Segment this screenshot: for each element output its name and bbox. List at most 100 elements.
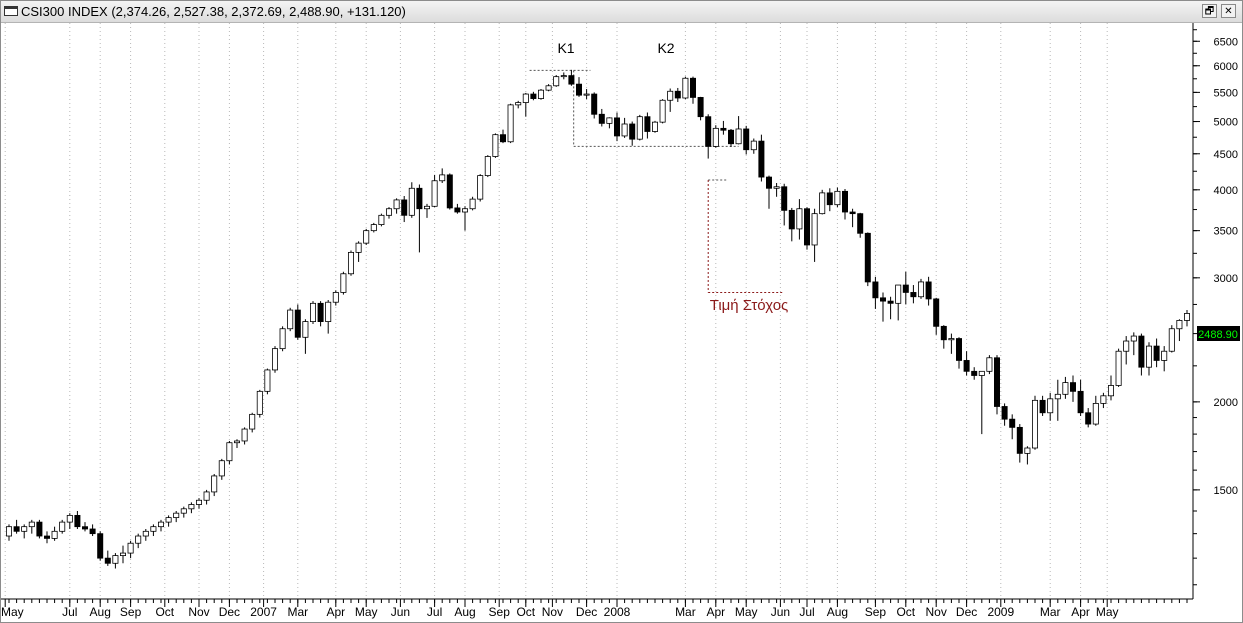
y-tick-label-9: 1500 [1214,485,1238,497]
candle-45 [347,250,354,276]
candle-139 [1062,376,1069,399]
candle-10 [82,522,89,532]
candle-3 [28,519,35,534]
candle-body-105 [804,208,811,246]
candle-body-62 [477,175,484,200]
candle-138 [1054,379,1061,421]
candle-111 [849,208,856,228]
candle-22 [173,510,180,523]
candle-107 [819,189,826,215]
candle-body-9 [74,514,81,528]
candle-144 [1100,392,1107,409]
candle-body-1 [13,526,20,532]
candle-body-141 [1077,390,1084,414]
candle-body-47 [363,230,370,244]
candle-body-34 [264,369,271,392]
candle-100 [766,175,773,209]
candle-68 [522,92,529,117]
x-tick-label-28: Dec [956,605,977,619]
candle-153 [1168,325,1175,353]
candle-37 [287,307,294,332]
candle-body-19 [150,526,157,532]
last-price-label: 2488.90 [1198,329,1238,341]
close-button[interactable]: ✕ [1221,4,1236,18]
candle-body-96 [735,128,742,145]
candle-42 [325,300,332,334]
candle-20 [157,519,164,532]
candle-body-4 [36,521,43,537]
candle-body-43 [332,292,339,303]
candle-body-24 [188,504,195,510]
candle-body-83 [636,116,643,140]
candle-60 [461,206,468,231]
candle-112 [857,212,864,238]
candle-body-6 [51,530,58,539]
last-price-box [1197,326,1240,341]
candle-body-133 [1016,426,1023,454]
candle-18 [142,528,149,541]
x-axis-ticks: May Jul Aug Sep Oct Nov Dec 2007 Mar Apr May Jun Jul… [1,599,1188,619]
candle-body-131 [1001,406,1008,420]
candle-93 [712,125,719,148]
x-tick-label-9: Apr [326,605,345,619]
candle-33 [256,389,263,418]
candle-106 [811,208,818,262]
candle-body-115 [880,297,887,302]
candle-body-26 [203,491,210,501]
candle-143 [1092,395,1099,426]
candle-body-139 [1062,382,1069,395]
candle-118 [902,271,909,305]
candle-body-102 [781,186,788,211]
x-tick-label-16: Nov [542,605,563,619]
x-tick-label-17: Dec [576,605,597,619]
candle-body-68 [522,93,529,103]
candle-body-88 [674,90,681,99]
candle-body-8 [66,514,73,523]
candle-147 [1123,336,1130,365]
candle-body-122 [933,298,940,327]
candle-body-90 [690,77,697,98]
candle-92 [705,114,712,159]
candle-155 [1184,310,1191,327]
candle-body-51 [393,199,400,210]
candle-102 [781,183,788,226]
candle-31 [241,427,248,445]
x-tick-label-6: Dec [219,605,240,619]
candlestick-chart[interactable]: 6500 6000 5500 5000 4500 4000 3500 3000 2000 1500… [1,23,1243,623]
candle-146 [1115,348,1122,387]
candle-body-82 [629,123,636,140]
x-tick-label-8: Mar [287,605,308,619]
candle-142 [1085,408,1092,428]
candle-149 [1138,333,1145,376]
candle-75 [576,77,583,97]
candle-body-10 [82,526,89,530]
candle-body-127 [971,370,978,376]
candle-body-89 [682,77,689,99]
candle-body-111 [849,211,856,215]
title-bar: CSI300 INDEX (2,374.26, 2,527.38, 2,372.… [1,1,1242,23]
candle-87 [667,88,674,112]
candle-body-155 [1184,313,1191,321]
annotation-k1: K1 [557,40,574,56]
candle-body-59 [454,207,461,213]
candle-body-53 [408,187,415,216]
candle-30 [233,439,240,449]
candle-7 [59,519,66,534]
candle-120 [918,278,925,299]
candle-114 [872,276,879,309]
candle-body-36 [279,328,286,350]
candle-body-13 [104,557,111,564]
candle-14 [112,553,119,569]
candle-38 [294,304,301,340]
restore-button[interactable]: 🗗 [1202,4,1217,18]
candle-body-16 [127,542,134,554]
candle-body-52 [401,199,408,216]
candle-69 [530,91,537,101]
x-tick-label-14: Sep [489,605,511,619]
candle-6 [51,526,58,541]
y-tick-label-0: 6500 [1214,36,1238,48]
candle-body-7 [59,521,66,532]
x-tick-label-24: Aug [827,605,848,619]
candle-80 [614,112,621,142]
candle-body-22 [173,512,180,519]
